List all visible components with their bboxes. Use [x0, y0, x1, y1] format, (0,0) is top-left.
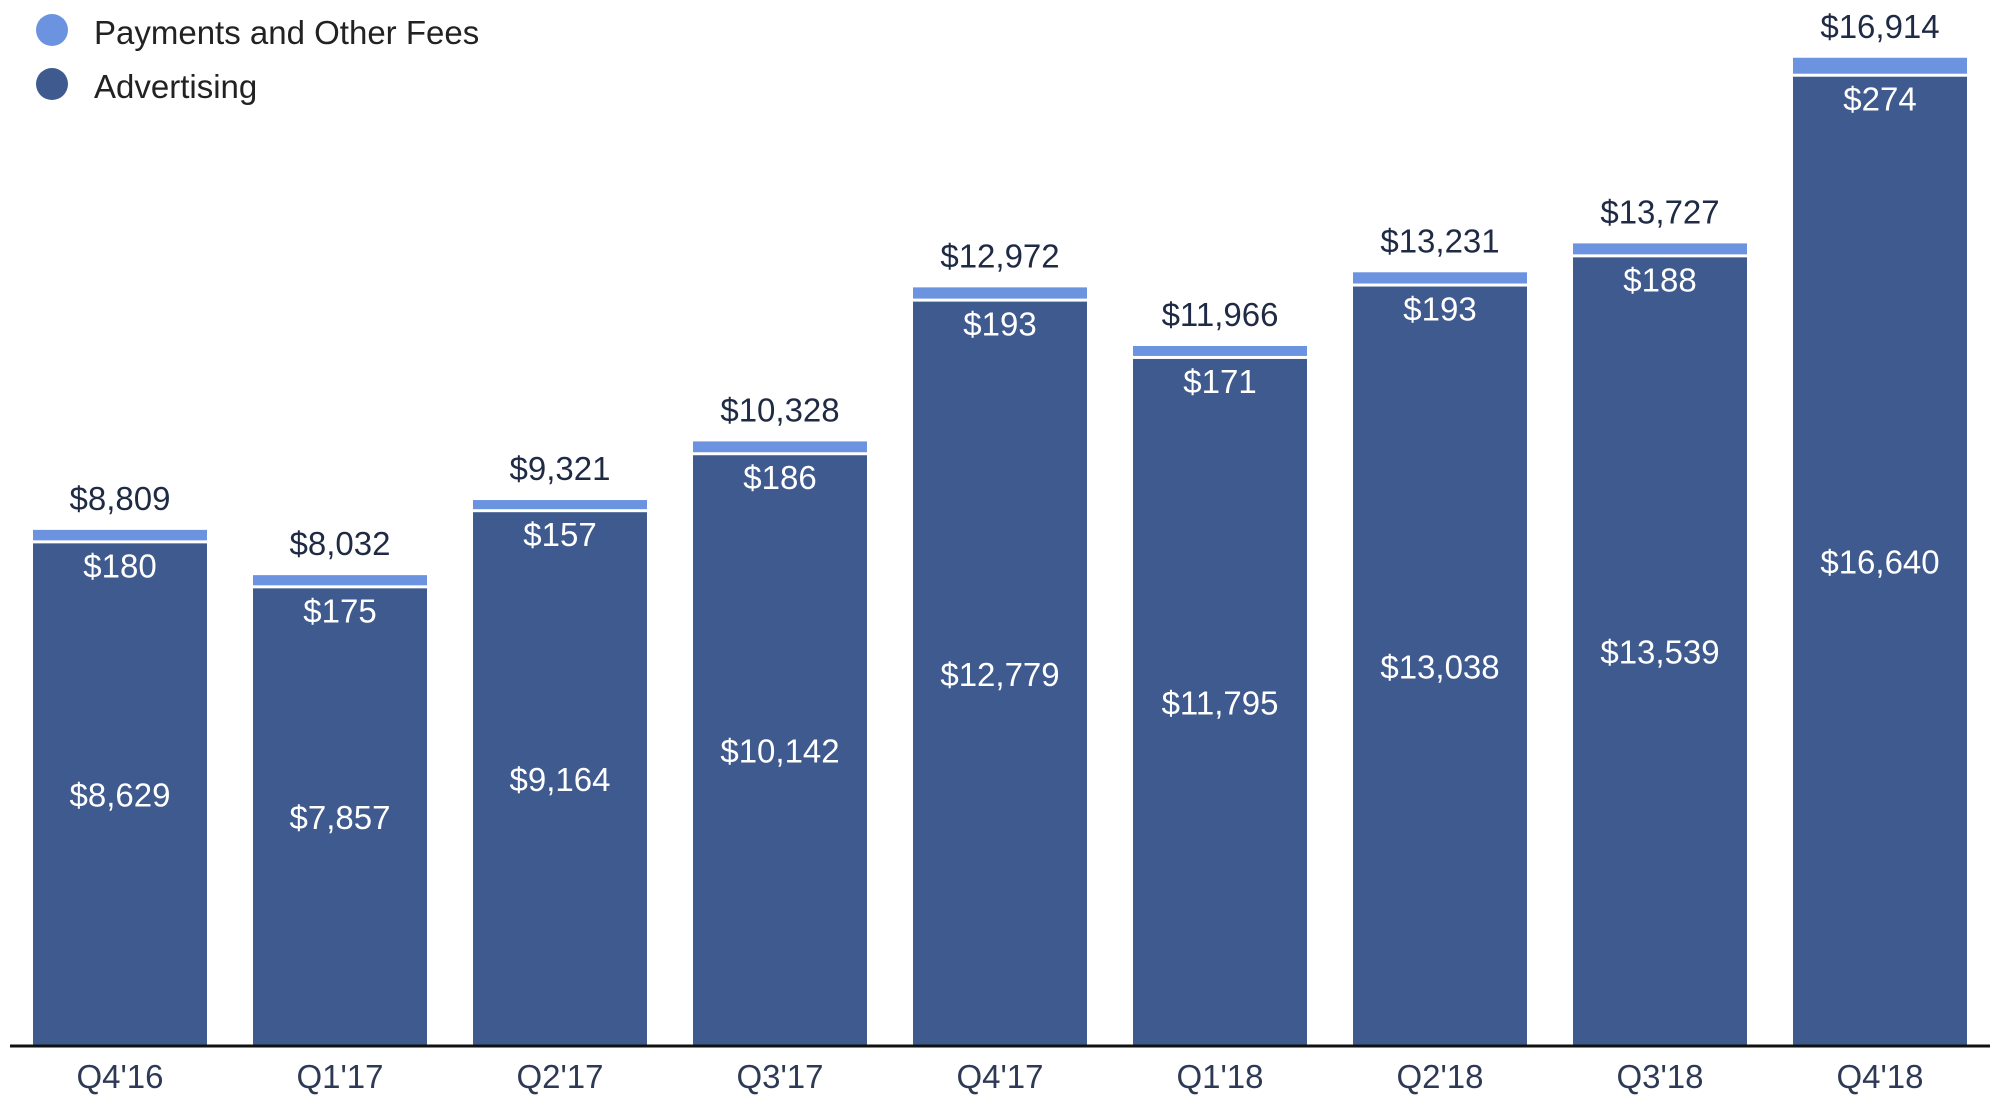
- total-label-q1-17: $8,032: [290, 525, 391, 562]
- total-label-q1-18: $11,966: [1162, 296, 1279, 333]
- bar-payments-q4-18: [1793, 57, 1967, 74]
- bar-payments-q4-16: [33, 529, 207, 541]
- bars-group: [33, 57, 1967, 1047]
- legend-swatch-advertising: [36, 68, 68, 100]
- legend: Payments and Other Fees Advertising: [36, 14, 479, 105]
- legend-swatch-payments: [36, 14, 68, 46]
- payments-value-label-q3-18: $188: [1623, 261, 1696, 298]
- x-tick-label-q4-17: Q4'17: [956, 1058, 1043, 1095]
- bar-advertising-q4-16: [33, 543, 207, 1046]
- x-tick-label-q3-17: Q3'17: [736, 1058, 823, 1095]
- payments-value-label-q1-18: $171: [1183, 363, 1256, 400]
- payments-value-label-q3-17: $186: [743, 459, 816, 496]
- labels-group: $8,809 $180 $8,629 $8,032 $175 $7,857 $9,321 $1…: [70, 8, 1940, 836]
- bar-advertising-q4-17: [913, 301, 1087, 1046]
- total-label-q2-17: $9,321: [510, 450, 611, 487]
- legend-label-payments: Payments and Other Fees: [94, 14, 479, 51]
- bar-payments-q2-17: [473, 500, 647, 510]
- x-tick-label-q2-18: Q2'18: [1396, 1058, 1483, 1095]
- advertising-value-label-q4-16: $8,629: [70, 777, 171, 814]
- bar-advertising-q2-17: [473, 512, 647, 1046]
- bar-advertising-q1-17: [253, 588, 427, 1046]
- total-label-q2-18: $13,231: [1380, 222, 1499, 259]
- advertising-value-label-q2-18: $13,038: [1380, 648, 1499, 685]
- bar-advertising-q2-18: [1353, 286, 1527, 1046]
- payments-value-label-q2-17: $157: [523, 516, 596, 553]
- advertising-value-label-q3-18: $13,539: [1600, 634, 1719, 671]
- payments-value-label-q4-18: $274: [1843, 81, 1916, 118]
- x-tick-label-q4-16: Q4'16: [76, 1058, 163, 1095]
- payments-value-label-q4-16: $180: [83, 547, 156, 584]
- advertising-value-label-q1-18: $11,795: [1162, 684, 1279, 721]
- advertising-value-label-q2-17: $9,164: [510, 761, 611, 798]
- advertising-value-label-q4-18: $16,640: [1820, 543, 1939, 580]
- advertising-value-label-q3-17: $10,142: [720, 733, 839, 770]
- bar-payments-q4-17: [913, 287, 1087, 299]
- advertising-value-label-q1-17: $7,857: [290, 799, 391, 836]
- bar-payments-q2-18: [1353, 272, 1527, 284]
- payments-value-label-q2-18: $193: [1403, 291, 1476, 328]
- bar-advertising-q3-17: [693, 455, 867, 1046]
- x-tick-label-q1-18: Q1'18: [1176, 1058, 1263, 1095]
- bar-payments-q3-17: [693, 441, 867, 453]
- x-axis-ticks: Q4'16 Q1'17 Q2'17 Q3'17 Q4'17 Q1'18 Q2'18 Q3'18…: [76, 1058, 1923, 1095]
- advertising-value-label-q4-17: $12,779: [940, 656, 1059, 693]
- payments-value-label-q4-17: $193: [963, 306, 1036, 343]
- legend-label-advertising: Advertising: [94, 68, 257, 105]
- bar-payments-q1-17: [253, 575, 427, 586]
- total-label-q3-18: $13,727: [1600, 193, 1719, 230]
- x-tick-label-q2-17: Q2'17: [516, 1058, 603, 1095]
- total-label-q4-16: $8,809: [70, 480, 171, 517]
- bar-advertising-q1-18: [1133, 358, 1307, 1046]
- bar-payments-q3-18: [1573, 243, 1747, 255]
- bar-payments-q1-18: [1133, 345, 1307, 356]
- x-tick-label-q4-18: Q4'18: [1836, 1058, 1923, 1095]
- bar-advertising-q4-18: [1793, 76, 1967, 1047]
- total-label-q4-17: $12,972: [940, 237, 1059, 274]
- total-label-q4-18: $16,914: [1820, 8, 1939, 45]
- x-tick-label-q3-18: Q3'18: [1616, 1058, 1703, 1095]
- total-label-q3-17: $10,328: [720, 391, 839, 428]
- bar-advertising-q3-18: [1573, 257, 1747, 1046]
- x-tick-label-q1-17: Q1'17: [296, 1058, 383, 1095]
- payments-value-label-q1-17: $175: [303, 592, 376, 629]
